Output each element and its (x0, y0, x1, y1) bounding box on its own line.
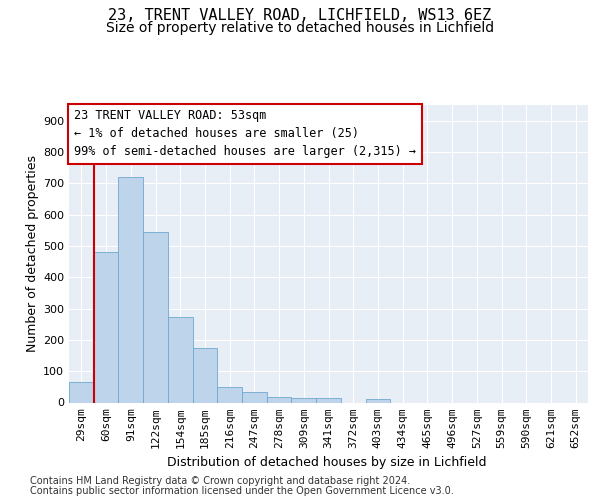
Text: Size of property relative to detached houses in Lichfield: Size of property relative to detached ho… (106, 21, 494, 35)
Text: 23, TRENT VALLEY ROAD, LICHFIELD, WS13 6EZ: 23, TRENT VALLEY ROAD, LICHFIELD, WS13 6… (109, 8, 491, 22)
Bar (94, 252, 118, 402)
Bar (168, 318, 193, 402)
Bar (143, 232, 168, 402)
Bar (217, 388, 242, 402)
Bar (316, 398, 341, 402)
Text: 23 TRENT VALLEY ROAD: 53sqm
← 1% of detached houses are smaller (25)
99% of semi: 23 TRENT VALLEY ROAD: 53sqm ← 1% of deta… (74, 110, 416, 158)
Bar (118, 177, 143, 402)
Bar (193, 348, 217, 403)
Bar (292, 398, 316, 402)
Text: Distribution of detached houses by size in Lichfield: Distribution of detached houses by size … (167, 456, 487, 469)
Bar (69, 382, 94, 402)
Text: Contains public sector information licensed under the Open Government Licence v3: Contains public sector information licen… (30, 486, 454, 496)
Y-axis label: Number of detached properties: Number of detached properties (26, 155, 39, 352)
Bar (365, 400, 390, 402)
Bar (267, 397, 292, 402)
Text: Contains HM Land Registry data © Crown copyright and database right 2024.: Contains HM Land Registry data © Crown c… (30, 476, 410, 486)
Bar (242, 392, 267, 402)
